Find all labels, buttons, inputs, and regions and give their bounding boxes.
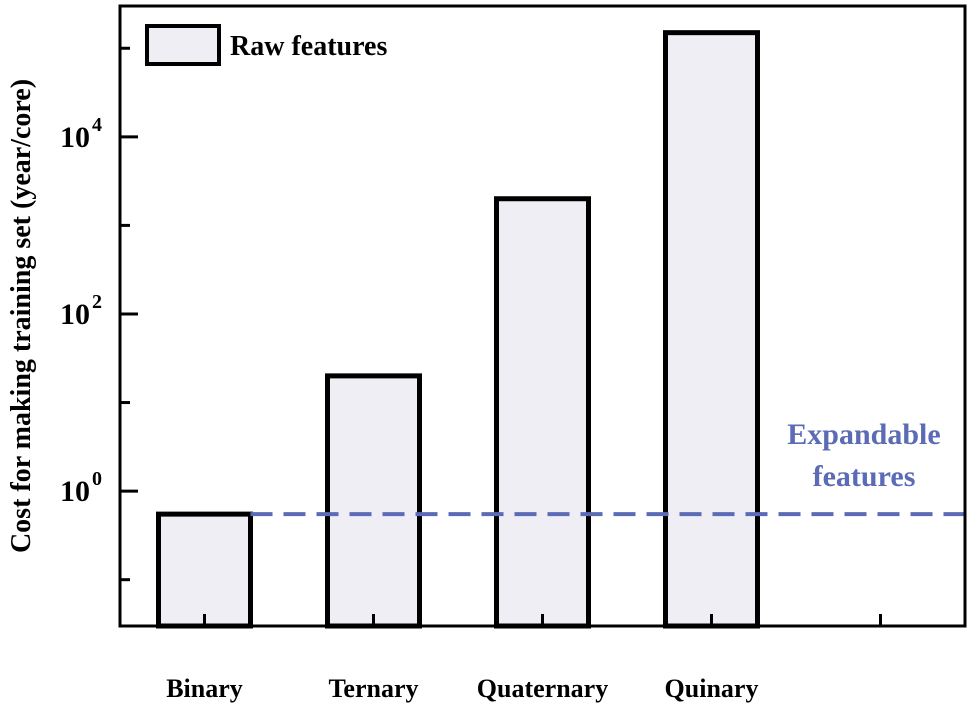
y-tick-label: 10 4 (60, 114, 102, 154)
bar-quinary (663, 30, 760, 629)
bar-quaternary (494, 196, 591, 629)
y-tick-label: 10 0 (60, 468, 102, 508)
x-tick-label-quinary: Quinary (665, 674, 759, 703)
y-tick-label-exponent: 2 (92, 291, 102, 313)
bar-ternary (325, 373, 422, 629)
bars-layer (156, 30, 760, 629)
x-tick-label-ternary: Ternary (328, 674, 418, 703)
legend-label-raw-features: Raw features (230, 31, 387, 62)
y-axis-label: Cost for making training set (year/core) (6, 79, 37, 553)
reference-line-label-line-1: Expandable (787, 418, 940, 451)
y-tick-label-exponent: 0 (92, 468, 102, 490)
y-tick-label-base: 10 (60, 298, 90, 331)
y-tick-label-base: 10 (60, 121, 90, 154)
y-tick-label: 10 2 (60, 291, 102, 331)
x-tick-label-binary: Binary (166, 674, 243, 703)
legend: Raw features (145, 24, 387, 66)
x-tick-label-quaternary: Quaternary (477, 674, 608, 703)
reference-line-label-line-2: features (813, 460, 916, 493)
y-tick-label-base: 10 (60, 475, 90, 508)
ticks-layer (120, 46, 882, 626)
bar-binary (156, 511, 253, 629)
y-tick-label-exponent: 4 (92, 114, 102, 136)
legend-swatch (145, 24, 221, 66)
